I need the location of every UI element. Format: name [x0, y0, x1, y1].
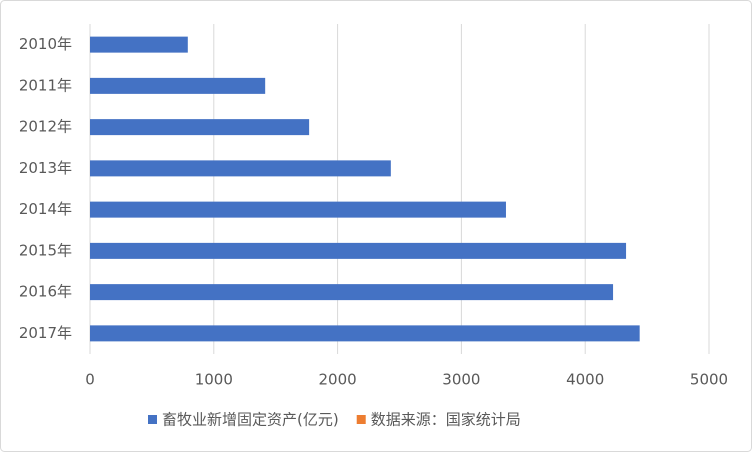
bar	[90, 160, 391, 177]
bar	[90, 201, 506, 218]
legend-swatch	[148, 415, 157, 424]
bar	[90, 325, 640, 342]
bar	[90, 36, 188, 53]
bar	[90, 284, 614, 301]
y-tick-label: 2010年	[19, 35, 72, 53]
y-tick-label: 2012年	[19, 118, 72, 136]
legend-label: 数据来源：国家统计局	[371, 411, 521, 429]
bar	[90, 77, 266, 94]
y-tick-label: 2017年	[19, 324, 72, 342]
y-tick-label: 2013年	[19, 159, 72, 177]
x-tick-label: 4000	[566, 371, 604, 389]
legend-label: 畜牧业新增固定资产(亿元)	[162, 411, 339, 429]
bar	[90, 119, 310, 136]
x-tick-label: 5000	[690, 371, 728, 389]
y-tick-label: 2015年	[19, 241, 72, 259]
legend-swatch	[356, 415, 366, 424]
y-tick-label: 2014年	[19, 200, 72, 218]
bar	[90, 242, 627, 259]
x-tick-label: 0	[85, 371, 95, 389]
y-tick-label: 2016年	[19, 283, 72, 301]
x-tick-label: 2000	[319, 371, 357, 389]
x-tick-label: 3000	[442, 371, 480, 389]
x-tick-label: 1000	[195, 371, 233, 389]
y-tick-label: 2011年	[19, 76, 72, 94]
